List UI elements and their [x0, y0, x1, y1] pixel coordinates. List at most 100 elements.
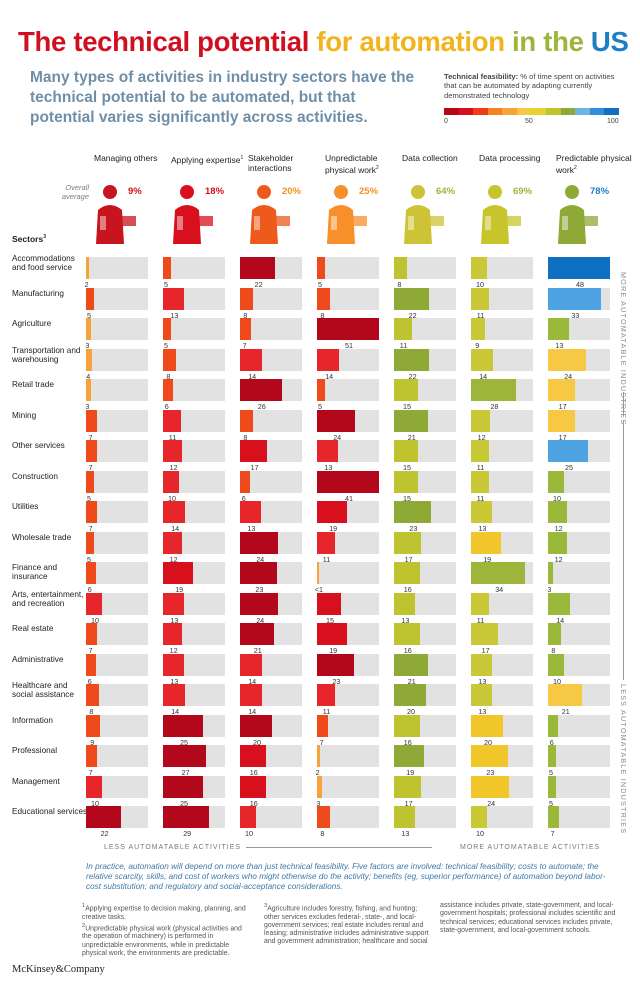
heatmap-bar [471, 501, 492, 523]
cell-value-label: 13 [170, 615, 179, 625]
heatmap-cell [240, 318, 302, 340]
heatmap-bar [471, 684, 492, 706]
heatmap-bar [86, 348, 93, 371]
cell-value-label: 3 [85, 402, 90, 411]
heatmap-bar [317, 745, 321, 767]
heatmap-bar [240, 318, 252, 340]
title-part-4: US [590, 26, 629, 57]
cell-value-label: 5 [87, 493, 91, 503]
heatmap-cell [163, 379, 225, 401]
cell-value-label: 15 [403, 463, 411, 472]
heatmap-bar [86, 592, 102, 615]
heatmap-bar [163, 470, 179, 493]
heatmap-bar [240, 409, 253, 432]
heatmap-bar [163, 653, 184, 676]
cell-value-label: 6 [87, 585, 92, 594]
heatmap-cell [317, 287, 379, 310]
heatmap-bar [394, 257, 407, 279]
heatmap-cell [471, 318, 533, 340]
heatmap-bar [317, 257, 325, 279]
activity-average: 20% [282, 186, 302, 197]
heatmap-bar [86, 440, 98, 462]
heatmap-bar [548, 714, 558, 737]
activity-average: 64% [436, 186, 456, 197]
more-automatable-industries-label: MORE AUTOMATABLE INDUSTRIES [619, 272, 628, 426]
heatmap-cell [86, 684, 148, 706]
cell-value-label: 12 [554, 554, 563, 564]
more-industries-arrow-line [623, 392, 624, 416]
legend-tick-100: 100 [607, 118, 619, 125]
worker-illustration-icon [173, 185, 213, 244]
heatmap-bar [394, 714, 420, 737]
cell-value-label: 13 [478, 524, 487, 533]
title-part-1: The technical potential [18, 26, 310, 57]
cell-value-label: 12 [169, 646, 178, 655]
cell-value-label: 22 [408, 371, 417, 381]
heatmap-bar [240, 531, 279, 554]
legend-text: Technical feasibility: % of time spent o… [444, 72, 624, 100]
cell-value-label: 7 [88, 463, 93, 472]
heatmap-bar [240, 379, 282, 401]
cell-value-label: 14 [171, 707, 180, 716]
activity-header-text: Managing others [94, 153, 158, 163]
heatmap-bar [86, 745, 98, 767]
heatmap-bar [163, 745, 207, 767]
cell-value-label: 10 [476, 280, 484, 289]
legend-label-rest: % of time spent on activities that can b… [444, 72, 615, 100]
cell-value-label: 5 [87, 554, 91, 564]
activity-header: Stakeholder interactions [248, 153, 328, 173]
cell-value-label: 3 [316, 798, 321, 808]
sector-label: Wholesale trade [12, 532, 72, 542]
cell-value-label: 51 [345, 341, 353, 350]
cell-value-label: 20 [253, 737, 261, 747]
heatmap-cell [86, 379, 148, 401]
activities-axis-line [246, 847, 432, 848]
heatmap-bar [240, 440, 268, 462]
footnote-2: 2Unpredictable physical work (physical a… [82, 922, 242, 958]
heatmap-cell [86, 348, 148, 371]
heatmap-bar [471, 287, 489, 310]
cell-value-label: 11 [322, 554, 331, 564]
heatmap-bar [548, 623, 561, 645]
cell-value-label: 24 [256, 554, 265, 564]
heatmap-bar [394, 470, 418, 493]
cell-value-label: <1 [314, 585, 323, 594]
cell-value-label: 2 [84, 280, 89, 289]
footnote-3: 3Agriculture includes forestry, fishing,… [264, 903, 429, 946]
cell-value-label: 8 [397, 280, 402, 289]
heatmap-bar [86, 684, 99, 706]
heatmap-bar [548, 562, 553, 584]
heatmap-bar [548, 684, 582, 706]
sector-label: Educational services [12, 807, 88, 816]
heatmap-bar [86, 531, 94, 554]
sector-label: Information [12, 715, 53, 725]
heatmap-bar [394, 409, 428, 432]
heatmap-bar [163, 257, 171, 279]
heatmap-bar [317, 562, 319, 584]
heatmap-bar [163, 684, 186, 706]
sector-label: Real estate [12, 624, 54, 633]
legend-swatch [516, 108, 532, 115]
cell-value-label: 8 [320, 829, 325, 838]
legend-tick-0: 0 [444, 118, 448, 125]
cell-value-label: 21 [253, 646, 262, 655]
footnote-1-2: 1Applying expertise to decision making, … [82, 902, 252, 958]
cell-value-label: 6 [241, 493, 246, 503]
activity-header-sup: 2 [573, 165, 577, 171]
cell-value-label: 5 [549, 798, 553, 808]
heatmap-bar [471, 409, 491, 432]
cell-value-label: 16 [403, 646, 412, 655]
cell-value-label: 20 [484, 737, 492, 747]
sector-label: Accommodations and food service [12, 254, 75, 273]
heatmap-bar [548, 257, 610, 279]
cell-value-label: 11 [168, 432, 177, 442]
activity-header-text: Data collection [402, 153, 458, 163]
heatmap-bar [317, 592, 341, 615]
practice-note: In practice, automation will depend on m… [86, 862, 606, 892]
heatmap-bar [163, 806, 210, 828]
heatmap-bar [548, 501, 568, 523]
heatmap-bar [471, 806, 487, 828]
legend-swatch [487, 108, 503, 115]
heatmap-bar [240, 592, 279, 615]
activity-header-text: Data processing [479, 153, 541, 163]
